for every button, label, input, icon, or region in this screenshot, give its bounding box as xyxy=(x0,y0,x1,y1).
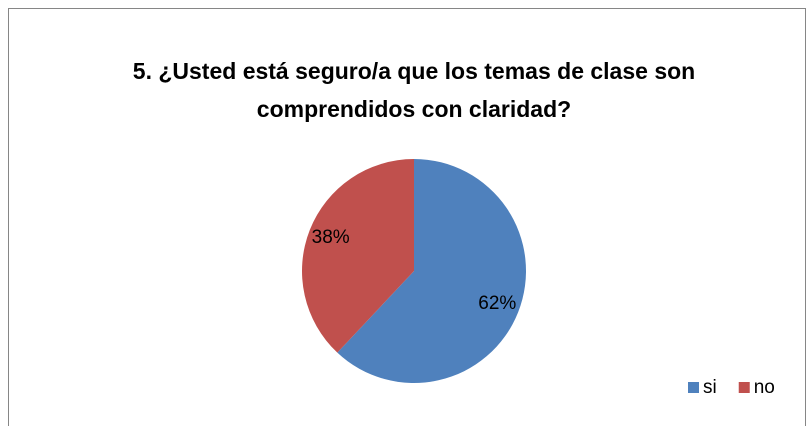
pie-slice xyxy=(301,159,414,353)
chart-title: 5. ¿Usted está seguro/a que los temas de… xyxy=(132,58,696,122)
data-label: 62% xyxy=(478,293,516,314)
legend-label: no xyxy=(754,377,775,398)
legend-swatch xyxy=(688,382,699,393)
pie-slice xyxy=(337,159,526,383)
legend-swatch xyxy=(738,382,750,393)
data-label: 38% xyxy=(312,227,350,248)
legend-label: si xyxy=(703,377,717,398)
